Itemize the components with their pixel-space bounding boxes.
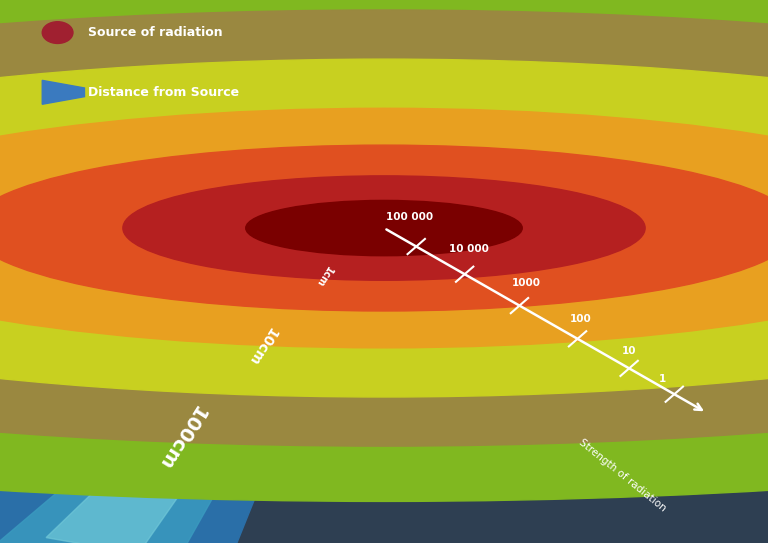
Text: 100: 100 — [570, 314, 591, 324]
Polygon shape — [0, 235, 361, 543]
Text: 100cm: 100cm — [154, 401, 208, 473]
Ellipse shape — [0, 59, 768, 397]
Ellipse shape — [0, 0, 768, 501]
Text: 1cm: 1cm — [313, 264, 334, 289]
Text: 100 000: 100 000 — [386, 212, 432, 222]
Ellipse shape — [246, 200, 522, 256]
Ellipse shape — [0, 10, 768, 446]
Text: 10cm: 10cm — [244, 325, 279, 368]
Text: Strength of radiation: Strength of radiation — [578, 437, 668, 513]
Text: Source of radiation: Source of radiation — [88, 26, 223, 39]
Text: 1: 1 — [659, 375, 666, 384]
Ellipse shape — [0, 108, 768, 348]
Text: 1000: 1000 — [511, 278, 541, 288]
Polygon shape — [42, 80, 84, 104]
Text: 10: 10 — [621, 346, 636, 356]
Circle shape — [42, 22, 73, 43]
Polygon shape — [0, 235, 361, 543]
Polygon shape — [46, 235, 361, 543]
Ellipse shape — [123, 176, 645, 280]
Ellipse shape — [0, 145, 768, 311]
Text: Distance from Source: Distance from Source — [88, 86, 240, 99]
Text: 10 000: 10 000 — [449, 244, 489, 254]
